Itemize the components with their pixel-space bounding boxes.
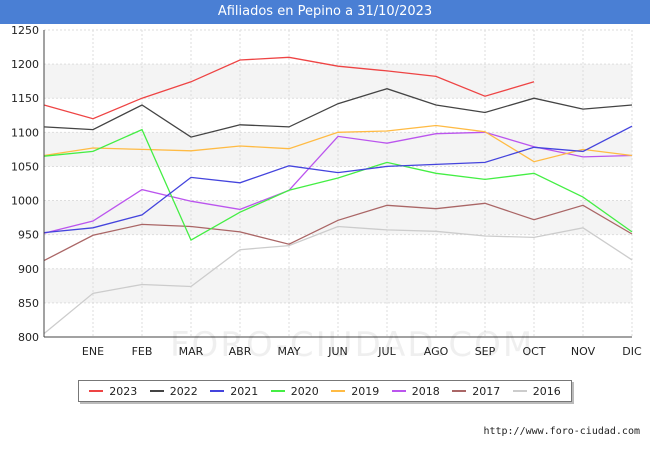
legend-swatch bbox=[89, 390, 104, 392]
legend-item-2016: 2016 bbox=[512, 384, 561, 398]
x-tick-label: DIC bbox=[622, 345, 642, 358]
y-tick-label: 1150 bbox=[11, 92, 39, 105]
source-link[interactable]: http://www.foro-ciudad.com bbox=[483, 426, 640, 437]
legend-label: 2016 bbox=[532, 384, 561, 398]
y-tick-label: 1200 bbox=[11, 58, 39, 71]
x-tick-label: AGO bbox=[424, 345, 449, 358]
legend-item-2019: 2019 bbox=[331, 385, 379, 398]
legend-label: 2021 bbox=[230, 384, 259, 398]
legend-label: 2018 bbox=[411, 384, 440, 398]
series-line-2023 bbox=[43, 56, 535, 120]
legend-label: 2020 bbox=[290, 384, 319, 398]
x-tick-label: MAR bbox=[179, 345, 204, 358]
legend-item-2017: 2017 bbox=[452, 385, 500, 398]
x-axis-ticks: ENE FEB MAR ABR MAY JUN JUL AGO SEP OCT NOV DIC bbox=[82, 345, 642, 358]
legend-swatch bbox=[331, 390, 346, 392]
axes bbox=[43, 30, 632, 338]
legend-swatch bbox=[391, 390, 406, 392]
x-tick-label: OCT bbox=[522, 345, 545, 358]
y-tick-label: 850 bbox=[18, 297, 39, 310]
legend-swatch bbox=[452, 390, 467, 392]
y-tick-label: 1000 bbox=[11, 195, 39, 208]
chart-legend: 2023 2022 2021 2020 2019 2018 2017 2016 bbox=[78, 380, 572, 402]
legend-item-2022: 2022 bbox=[149, 384, 198, 398]
x-tick-label: NOV bbox=[571, 345, 596, 358]
series-line-2017 bbox=[43, 202, 633, 262]
series-line-2016 bbox=[43, 225, 633, 335]
legend-swatch bbox=[512, 390, 527, 392]
legend-label: 2022 bbox=[169, 384, 198, 398]
y-tick-label: 950 bbox=[18, 229, 39, 242]
legend-item-2018: 2018 bbox=[391, 384, 440, 398]
y-tick-label: 900 bbox=[18, 263, 39, 276]
series-lines bbox=[43, 56, 633, 335]
y-tick-label: 1100 bbox=[11, 126, 39, 139]
y-tick-label: 800 bbox=[18, 331, 39, 344]
legend-swatch bbox=[210, 390, 225, 392]
y-tick-label: 1050 bbox=[11, 160, 39, 173]
x-tick-label: ENE bbox=[82, 345, 104, 358]
x-tick-label: SEP bbox=[475, 345, 496, 358]
x-tick-label: ABR bbox=[229, 345, 252, 358]
legend-swatch bbox=[270, 390, 285, 392]
y-tick-label: 1250 bbox=[11, 24, 39, 37]
x-tick-label: JUN bbox=[327, 345, 348, 358]
series-line-2021 bbox=[43, 125, 633, 234]
legend-label: 2019 bbox=[351, 384, 380, 398]
legend-item-2020: 2020 bbox=[270, 384, 319, 398]
x-tick-label: JUL bbox=[377, 345, 396, 358]
series-line-2022 bbox=[43, 88, 633, 138]
series-line-2019 bbox=[43, 124, 633, 163]
legend-item-2023: 2023 bbox=[89, 385, 137, 398]
chart-title: Afiliados en Pepino a 31/10/2023 bbox=[0, 0, 650, 24]
legend-item-2021: 2021 bbox=[210, 385, 258, 398]
grid-band bbox=[44, 64, 632, 99]
y-axis-ticks: 800 850 900 950 1000 1050 1100 1150 1200 1250 bbox=[11, 24, 39, 344]
legend-label: 2017 bbox=[472, 384, 501, 398]
watermark-text: FORO-CIUDAD.COM bbox=[170, 325, 535, 365]
legend-swatch bbox=[149, 390, 164, 392]
legend-label: 2023 bbox=[109, 384, 138, 398]
x-tick-label: FEB bbox=[132, 345, 153, 358]
x-tick-label: MAY bbox=[278, 345, 301, 358]
series-line-2020 bbox=[43, 128, 633, 242]
